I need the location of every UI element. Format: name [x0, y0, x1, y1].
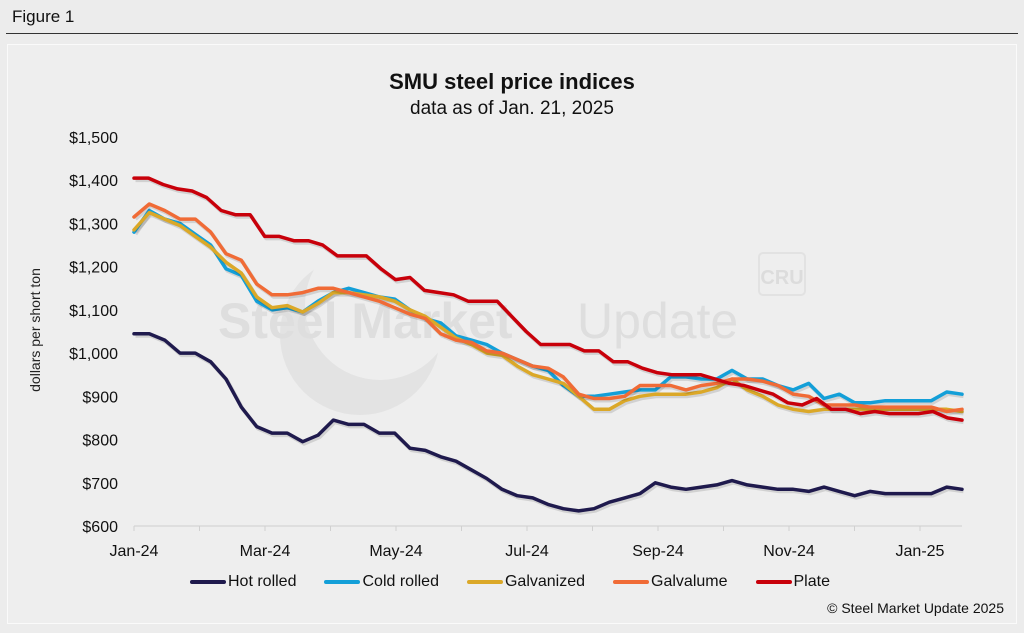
legend-swatch — [190, 580, 226, 584]
y-tick-label: $1,300 — [69, 216, 118, 233]
cru-logo-text: CRU — [760, 267, 803, 289]
x-tick-label: Jan-24 — [110, 543, 159, 560]
legend-item-cold-rolled: Cold rolled — [324, 573, 439, 591]
y-axis: $600 $700 $800 $900 $1,000 $1,100 $1,200 $1,300… — [69, 130, 118, 536]
y-tick-label: $900 — [82, 389, 118, 406]
series-shadow-hot-rolled — [135, 333, 964, 515]
series-line-hot-rolled — [132, 331, 964, 513]
legend-label: Plate — [793, 573, 830, 590]
chart-subtitle: data as of Jan. 21, 2025 — [410, 98, 614, 119]
legend: Hot rolled Cold rolled Galvanized Galvalume… — [190, 573, 858, 591]
legend-label: Cold rolled — [362, 573, 439, 590]
legend-swatch — [466, 580, 503, 584]
legend-label: Galvanized — [504, 573, 586, 590]
copyright-notice: © Steel Market Update 2025 — [827, 600, 1004, 616]
legend-swatch — [755, 580, 792, 584]
x-tick-label: Mar-24 — [240, 543, 291, 560]
legend-swatch — [613, 580, 650, 584]
x-tick-label: Jul-24 — [505, 543, 549, 560]
figure-divider — [6, 33, 1018, 34]
y-tick-label: $1,200 — [69, 260, 118, 277]
chart-panel — [7, 44, 1017, 624]
legend-item-hot-rolled: Hot rolled — [190, 573, 296, 591]
legend-item-galvanized: Galvanized — [466, 573, 586, 591]
watermark-swoosh-cutout — [305, 230, 455, 380]
x-tick-label: May-24 — [369, 543, 422, 560]
x-tick-label: Sep-24 — [632, 543, 684, 560]
y-tick-label: $1,500 — [69, 130, 118, 147]
x-tick-label: Jan-25 — [896, 543, 945, 560]
chart-title: SMU steel price indices — [389, 69, 635, 94]
y-tick-label: $1,400 — [69, 173, 118, 190]
series-group — [132, 176, 964, 515]
y-tick-label: $1,000 — [69, 346, 118, 363]
series-line-cold-rolled — [132, 208, 964, 405]
y-tick-label: $700 — [82, 476, 118, 493]
legend-label: Hot rolled — [228, 573, 297, 590]
series-line-plate — [132, 176, 964, 422]
legend-item-galvalume: Galvalume — [613, 573, 728, 591]
x-axis: Jan-24 Mar-24 May-24 Jul-24 Sep-24 Nov-24 Jan-… — [110, 525, 962, 560]
cru-logo-box — [758, 252, 806, 296]
legend-label: Galvalume — [651, 573, 728, 590]
legend-item-plate: Plate — [755, 573, 830, 591]
watermark-text-light: Update — [577, 293, 738, 349]
y-tick-label: $600 — [82, 519, 118, 536]
legend-swatch — [324, 580, 361, 584]
x-tick-label: Nov-24 — [763, 543, 815, 560]
y-tick-label: $800 — [82, 433, 118, 450]
y-tick-label: $1,100 — [69, 303, 118, 320]
watermark: Steel Market Update CRU — [218, 230, 806, 415]
series-line-galvanized — [132, 210, 964, 414]
figure-label: Figure 1 — [12, 7, 75, 26]
